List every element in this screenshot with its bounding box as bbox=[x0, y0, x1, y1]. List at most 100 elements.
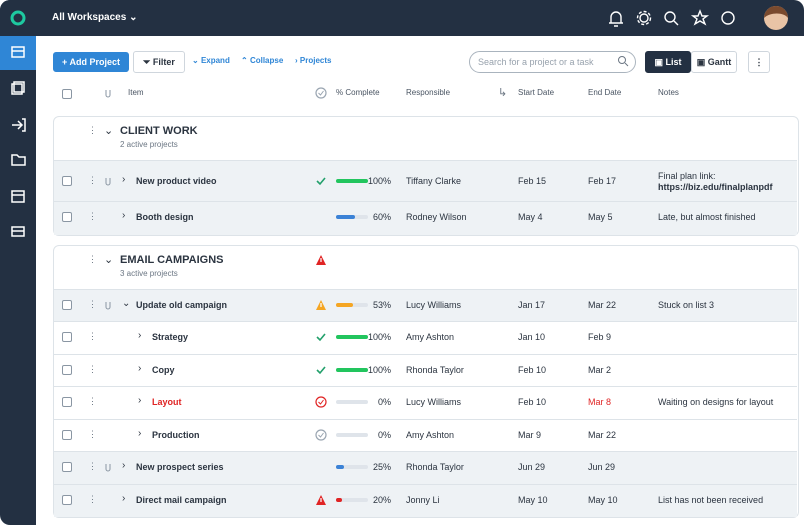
filter-button[interactable]: ⏷ Filter bbox=[133, 51, 185, 73]
item-name[interactable]: Booth design bbox=[136, 212, 194, 223]
row-menu[interactable]: ⋮ bbox=[88, 331, 97, 342]
row-menu[interactable]: ⋮ bbox=[88, 174, 97, 185]
responsible: Tiffany Clarke bbox=[406, 175, 462, 186]
task-row[interactable] bbox=[54, 451, 797, 485]
end-date: Mar 22 bbox=[588, 299, 617, 310]
row-menu[interactable]: ⋮ bbox=[88, 298, 97, 309]
row-menu[interactable]: ⋮ bbox=[88, 363, 97, 374]
item-name[interactable]: Production bbox=[152, 429, 200, 440]
row-checkbox[interactable] bbox=[62, 212, 72, 223]
row-toggle[interactable]: › bbox=[138, 395, 142, 407]
group-toggle[interactable]: ⌄ bbox=[104, 125, 114, 137]
search-placeholder[interactable]: Search for a project or a task bbox=[478, 57, 594, 67]
row-checkbox[interactable] bbox=[62, 332, 72, 343]
row-menu[interactable]: ⋮ bbox=[88, 428, 97, 439]
view-label[interactable]: Gantt bbox=[707, 57, 732, 67]
row-menu[interactable]: ⋮ bbox=[88, 211, 97, 222]
column-header: Responsible bbox=[406, 88, 451, 97]
row-toggle[interactable]: › bbox=[138, 427, 142, 439]
row-checkbox[interactable] bbox=[62, 462, 72, 473]
end-date: Feb 17 bbox=[588, 175, 617, 186]
responsible: Lucy Williams bbox=[406, 397, 462, 408]
item-name[interactable]: Copy bbox=[152, 364, 175, 375]
progress-track bbox=[336, 497, 368, 502]
column-header: Item bbox=[128, 88, 144, 97]
attachment-icon bbox=[102, 461, 114, 475]
expand-link[interactable]: ⌄ Expand bbox=[192, 56, 230, 65]
view-label[interactable]: List bbox=[665, 57, 682, 67]
task-row[interactable] bbox=[54, 353, 797, 387]
status-icon bbox=[315, 175, 327, 189]
row-toggle[interactable]: › bbox=[138, 330, 142, 342]
column-header: Notes bbox=[658, 88, 679, 97]
group-toggle[interactable]: ⌄ bbox=[104, 253, 114, 266]
search-icon bbox=[617, 55, 629, 69]
header-status bbox=[315, 87, 327, 101]
group-menu[interactable]: ⋮ bbox=[88, 253, 97, 264]
responsible: Rodney Wilson bbox=[406, 212, 467, 223]
more-button[interactable]: ⋮ bbox=[748, 51, 770, 73]
task-row[interactable] bbox=[54, 418, 797, 452]
notes: Final plan link: bbox=[658, 170, 716, 181]
notes-link[interactable]: https://biz.edu/finalplanpdf bbox=[658, 181, 773, 192]
row-menu[interactable]: ⋮ bbox=[88, 461, 97, 472]
start-date: Jan 10 bbox=[518, 332, 546, 343]
group-subtitle: 3 active projects bbox=[120, 268, 178, 278]
add-project-label[interactable]: Add Project bbox=[69, 57, 120, 67]
row-toggle[interactable]: › bbox=[138, 362, 142, 374]
collapse-label[interactable]: Collapse bbox=[249, 56, 284, 65]
header-checkbox[interactable] bbox=[62, 89, 72, 99]
progress-bar bbox=[336, 367, 368, 372]
item-name[interactable]: Direct mail campaign bbox=[136, 494, 227, 505]
row-checkbox[interactable] bbox=[62, 397, 72, 408]
progress-track bbox=[336, 465, 368, 470]
row-toggle[interactable]: › bbox=[122, 173, 126, 185]
item-name[interactable]: Update old campaign bbox=[136, 299, 228, 310]
row-menu[interactable]: ⋮ bbox=[88, 396, 97, 407]
start-date: May 4 bbox=[518, 212, 543, 223]
item-name[interactable]: Strategy bbox=[152, 332, 189, 343]
projects-label[interactable]: Projects bbox=[299, 56, 332, 65]
row-menu[interactable]: ⋮ bbox=[88, 493, 97, 504]
notes: Stuck on list 3 bbox=[658, 299, 715, 310]
row-checkbox[interactable] bbox=[62, 494, 72, 505]
item-name[interactable]: New product video bbox=[136, 175, 217, 186]
group-menu[interactable]: ⋮ bbox=[88, 125, 97, 135]
item-name[interactable]: New prospect series bbox=[136, 462, 224, 473]
collapse-link[interactable]: ⌃ Collapse bbox=[241, 56, 284, 65]
task-row[interactable] bbox=[54, 160, 797, 202]
view-button[interactable]: ▣ List bbox=[645, 51, 691, 73]
task-row[interactable] bbox=[54, 321, 797, 355]
add-project-button[interactable]: + Add Project bbox=[53, 52, 129, 72]
expand-label[interactable]: Expand bbox=[200, 56, 230, 65]
row-toggle[interactable]: › bbox=[122, 460, 126, 472]
row-toggle[interactable]: › bbox=[122, 492, 126, 504]
row-toggle[interactable]: ⌄ bbox=[122, 297, 131, 309]
progress-bar bbox=[336, 465, 344, 470]
task-row[interactable] bbox=[54, 288, 797, 322]
task-row[interactable] bbox=[54, 386, 797, 420]
group-title[interactable]: EMAIL CAMPAIGNS bbox=[120, 253, 224, 266]
item-name[interactable]: Layout bbox=[152, 397, 182, 408]
progress-bar bbox=[336, 335, 368, 340]
row-toggle[interactable]: › bbox=[122, 210, 126, 222]
status-icon bbox=[315, 429, 327, 443]
percent-label: 100% bbox=[367, 364, 391, 375]
group-title[interactable]: CLIENT WORK bbox=[120, 125, 198, 137]
status-icon bbox=[315, 331, 327, 345]
row-checkbox[interactable] bbox=[62, 364, 72, 375]
responsible: Jonny Li bbox=[406, 494, 440, 505]
row-checkbox[interactable] bbox=[62, 299, 72, 310]
search-box[interactable] bbox=[469, 51, 636, 73]
view-button[interactable]: ▣ Gantt bbox=[691, 51, 737, 73]
task-row[interactable] bbox=[54, 483, 797, 517]
progress-bar bbox=[336, 302, 353, 307]
task-row[interactable] bbox=[54, 201, 797, 235]
workspace-label[interactable]: All Workspaces bbox=[52, 12, 127, 23]
workspace-switcher[interactable]: All Workspaces ⌄ bbox=[52, 12, 138, 23]
filter-label[interactable]: Filter bbox=[152, 57, 175, 67]
row-checkbox[interactable] bbox=[62, 429, 72, 440]
projects-link[interactable]: › Projects bbox=[295, 56, 332, 65]
row-checkbox[interactable] bbox=[62, 175, 72, 186]
